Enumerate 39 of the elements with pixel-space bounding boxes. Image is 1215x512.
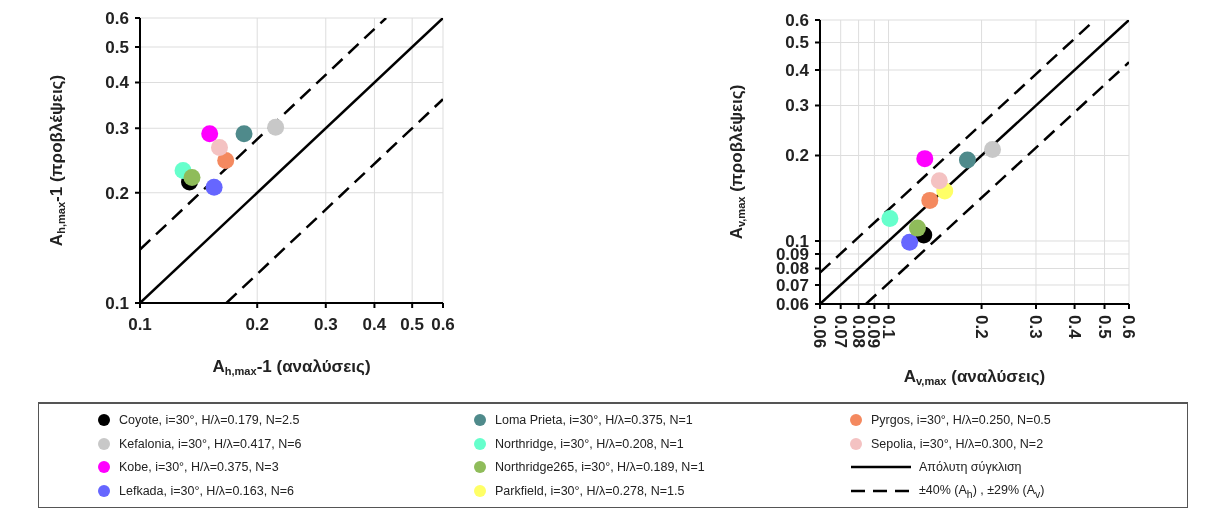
x-tick-label: 0.4 [362, 315, 387, 334]
y-tick-label: 0.2 [105, 183, 129, 203]
x-tick-label: 0.5 [1094, 315, 1114, 339]
y-tick-label: 0.6 [105, 8, 129, 28]
y-tick-label: 0.06 [775, 294, 809, 314]
y-tick-label: 0.1 [105, 293, 129, 313]
legend-label: Loma Prieta, i=30°, H/λ=0.375, N=1 [495, 412, 693, 427]
legend-label: Kefalonia, i=30°, H/λ=0.417, N=6 [119, 436, 302, 451]
x-tick-label: 0.6 [431, 315, 455, 334]
legend-label: Απόλυτη σύγκλιση [919, 460, 1022, 475]
legend-label: Sepolia, i=30°, H/λ=0.300, N=2 [871, 436, 1044, 451]
legend-label: Coyote, i=30°, H/λ=0.179, N=2.5 [119, 412, 300, 427]
x-tick-label: 0.5 [400, 315, 424, 334]
y-tick-label: 0.5 [785, 33, 809, 53]
legend-label: Northridge, i=30°, H/λ=0.208, N=1 [495, 436, 684, 451]
y-tick-label: 0.4 [785, 60, 810, 80]
x-tick-label: 0.2 [245, 315, 270, 334]
x-tick-label: 0.07 [830, 315, 850, 349]
legend-label: Pyrgos, i=30°, H/λ=0.250, N=0.5 [871, 412, 1051, 427]
y-tick-label: 0.4 [105, 73, 130, 93]
x-tick-label: 0.6 [1119, 315, 1139, 339]
y-tick-label: 0.3 [785, 96, 809, 116]
legend-label: Lefkada, i=30°, H/λ=0.163, N=6 [119, 484, 294, 499]
legend-label: Northridge265, i=30°, H/λ=0.189, N=1 [495, 460, 705, 475]
x-tick-label: 0.06 [810, 315, 830, 349]
x-axis-title: A$_{h,max}$-1 (αναλύσεις) [212, 357, 371, 378]
legend-label: Parkfield, i=30°, H/λ=0.278, N=1.5 [495, 484, 685, 499]
y-tick-label: 0.5 [105, 37, 129, 57]
x-tick-label: 0.3 [313, 315, 338, 334]
legend-label: ±40% (A$_{h}$) , ±29% (A$_{v}$) [919, 482, 1045, 500]
x-tick-label: 0.4 [1064, 315, 1084, 340]
x-tick-label: 0.3 [1026, 315, 1046, 339]
x-axis-title: A$_{v,max}$ (αναλύσεις) [903, 367, 1046, 388]
x-tick-label: 0.2 [971, 315, 991, 339]
y-tick-label: 0.6 [785, 10, 809, 30]
x-tick-label: 0.1 [128, 315, 152, 334]
y-tick-label: 0.3 [105, 119, 129, 139]
legend-label: Kobe, i=30°, H/λ=0.375, N=3 [119, 460, 279, 475]
y-tick-label: 0.2 [785, 146, 809, 166]
